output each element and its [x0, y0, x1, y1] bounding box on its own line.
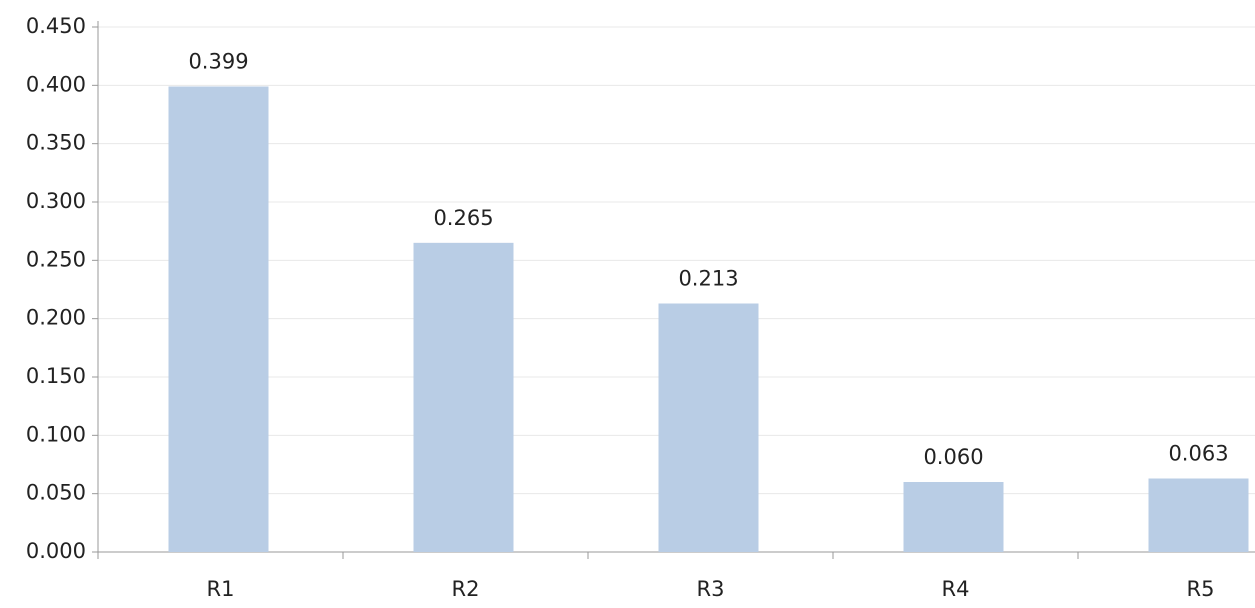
- data-label: 0.213: [678, 267, 738, 291]
- bar: [1148, 478, 1249, 552]
- data-label: 0.060: [923, 445, 983, 469]
- y-tick-label: 0.300: [26, 189, 86, 213]
- x-tick-label: R4: [942, 577, 970, 601]
- bar: [413, 242, 514, 553]
- y-tick-label: 0.150: [26, 364, 86, 388]
- x-tick-label: R2: [452, 577, 480, 601]
- data-label: 0.399: [188, 50, 248, 74]
- bar: [658, 303, 759, 552]
- x-tick-label: R3: [697, 577, 725, 601]
- x-tick-label: R5: [1187, 577, 1215, 601]
- bar: [903, 482, 1004, 552]
- data-label: 0.063: [1168, 442, 1228, 466]
- y-tick-label: 0.250: [26, 247, 86, 271]
- y-tick-label: 0.050: [26, 481, 86, 505]
- bar: [168, 86, 269, 552]
- y-tick-label: 0.100: [26, 422, 86, 446]
- y-tick-label: 0.000: [26, 539, 86, 563]
- data-label: 0.265: [433, 206, 493, 230]
- x-tick-label: R1: [207, 577, 235, 601]
- y-tick-label: 0.200: [26, 306, 86, 330]
- y-tick-label: 0.450: [26, 14, 86, 38]
- y-tick-label: 0.400: [26, 72, 86, 96]
- y-tick-label: 0.350: [26, 131, 86, 155]
